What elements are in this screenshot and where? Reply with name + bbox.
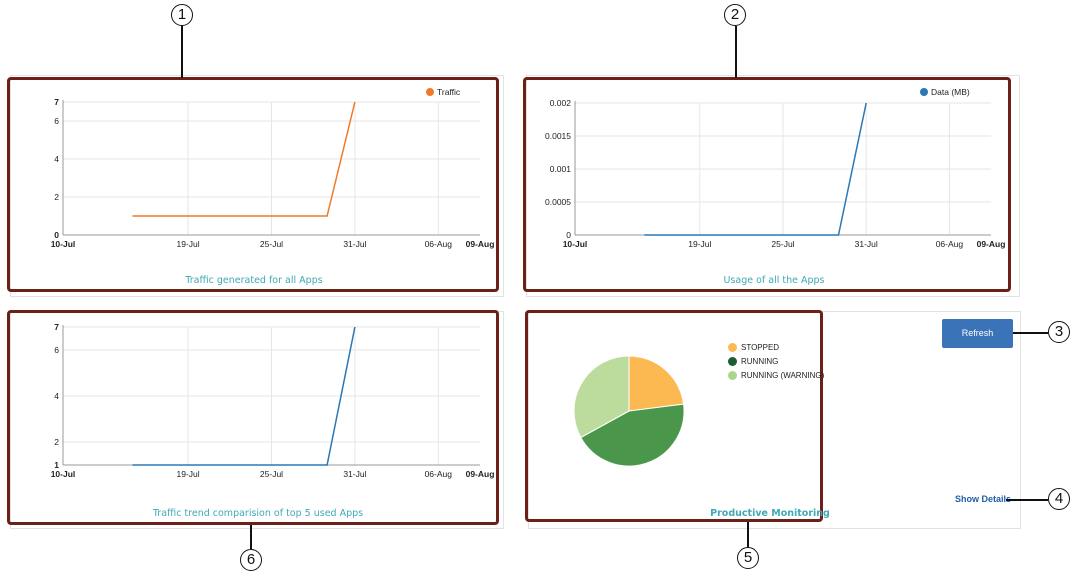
trend-chart-caption: Traffic trend comparision of top 5 used …: [152, 508, 364, 519]
callout-6: 6: [240, 549, 262, 571]
legend-item-running-warning: RUNNING (WARNING): [728, 368, 824, 382]
x-tick-label: 31-Jul: [343, 469, 366, 479]
stopped-swatch-icon: [728, 342, 737, 352]
x-tick-label: 06-Aug: [425, 469, 453, 479]
y-tick-label: 0: [54, 230, 59, 240]
callout-1-leader: [181, 26, 183, 78]
running-warning-swatch-icon: [728, 370, 737, 380]
legend-label: Traffic: [437, 87, 461, 97]
monitoring-callout-frame: [525, 310, 823, 522]
callout-6-leader: [250, 525, 252, 549]
x-tick-label: 06-Aug: [425, 239, 453, 249]
callout-3: 3: [1048, 321, 1070, 343]
callout-2-leader: [735, 26, 737, 78]
x-tick-label: 19-Jul: [177, 239, 200, 249]
y-tick-label: 0.001: [550, 164, 572, 174]
usage-callout-frame: [523, 77, 1011, 292]
x-tick-label: 06-Aug: [936, 239, 964, 249]
y-tick-label: 6: [54, 116, 59, 126]
pie-slice-running: [580, 403, 685, 467]
pie-slice-running-warning: [573, 355, 630, 439]
traffic-callout-frame: [7, 77, 499, 292]
callout-2: 2: [724, 4, 746, 26]
legend-label: Data (MB): [931, 87, 970, 97]
running-swatch-icon: [728, 356, 737, 366]
trend-chart: 1 2 4 6 7 10-Jul 19-Jul 25-Jul 31-Jul 06-Aug 09-Au…: [51, 322, 495, 479]
y-tick-label: 1: [54, 460, 59, 470]
series-line: [132, 326, 356, 466]
y-tick-label: 7: [54, 97, 59, 107]
y-tick-label: 0.002: [550, 98, 572, 108]
monitoring-pie-chart: [573, 355, 685, 467]
usage-card: [526, 75, 1020, 297]
x-tick-label: 09-Aug: [466, 469, 495, 479]
refresh-button[interactable]: Refresh: [942, 319, 1013, 348]
usage-chart-caption: Usage of all the Apps: [723, 275, 825, 286]
y-tick-label: 4: [54, 154, 59, 164]
x-tick-label: 10-Jul: [51, 239, 76, 249]
legend-item-running: RUNNING: [728, 354, 824, 368]
x-tick-label: 25-Jul: [260, 469, 283, 479]
usage-chart: 0 0.0005 0.001 0.0015 0.002 10-Jul 19-Jul 25-Ju…: [545, 87, 1006, 249]
y-tick-label: 6: [54, 345, 59, 355]
monitoring-caption: Productive Monitoring: [710, 508, 830, 519]
show-details-link[interactable]: Show Details: [955, 494, 1012, 504]
legend-marker-icon: [426, 88, 434, 96]
y-tick-label: 4: [54, 391, 59, 401]
callout-1: 1: [171, 4, 193, 26]
pie-slice-stopped: [628, 355, 685, 412]
trend-card: [10, 311, 504, 529]
callout-5: 5: [737, 547, 759, 569]
x-tick-label: 10-Jul: [51, 469, 76, 479]
x-tick-label: 31-Jul: [343, 239, 366, 249]
y-tick-label: 7: [54, 322, 59, 332]
x-tick-label: 09-Aug: [466, 239, 495, 249]
y-tick-label: 0.0005: [545, 197, 571, 207]
series-line: [132, 101, 356, 217]
trend-callout-frame: [7, 310, 499, 525]
traffic-chart-caption: Traffic generated for all Apps: [185, 275, 323, 286]
traffic-card: [10, 75, 504, 297]
x-tick-label: 10-Jul: [563, 239, 588, 249]
x-tick-label: 19-Jul: [177, 469, 200, 479]
x-tick-label: 19-Jul: [688, 239, 711, 249]
x-tick-label: 31-Jul: [855, 239, 878, 249]
y-tick-label: 2: [54, 192, 59, 202]
callout-4: 4: [1048, 488, 1070, 510]
y-tick-label: 0: [566, 230, 571, 240]
callout-4-leader: [1006, 499, 1048, 501]
callout-3-leader: [1013, 332, 1048, 334]
y-tick-label: 2: [54, 437, 59, 447]
pie-legend: STOPPED RUNNING RUNNING (WARNING): [728, 340, 824, 382]
x-tick-label: 09-Aug: [977, 239, 1006, 249]
callout-5-leader: [747, 522, 749, 547]
legend-item-stopped: STOPPED: [728, 340, 824, 354]
x-tick-label: 25-Jul: [260, 239, 283, 249]
x-tick-label: 25-Jul: [771, 239, 794, 249]
legend-marker-icon: [920, 88, 928, 96]
y-tick-label: 0.0015: [545, 131, 571, 141]
series-line: [644, 102, 867, 236]
traffic-chart: 0 2 4 6 7 10-Jul 19-Jul 25-Jul 31-Jul 06-Aug 09-Au…: [51, 87, 495, 249]
